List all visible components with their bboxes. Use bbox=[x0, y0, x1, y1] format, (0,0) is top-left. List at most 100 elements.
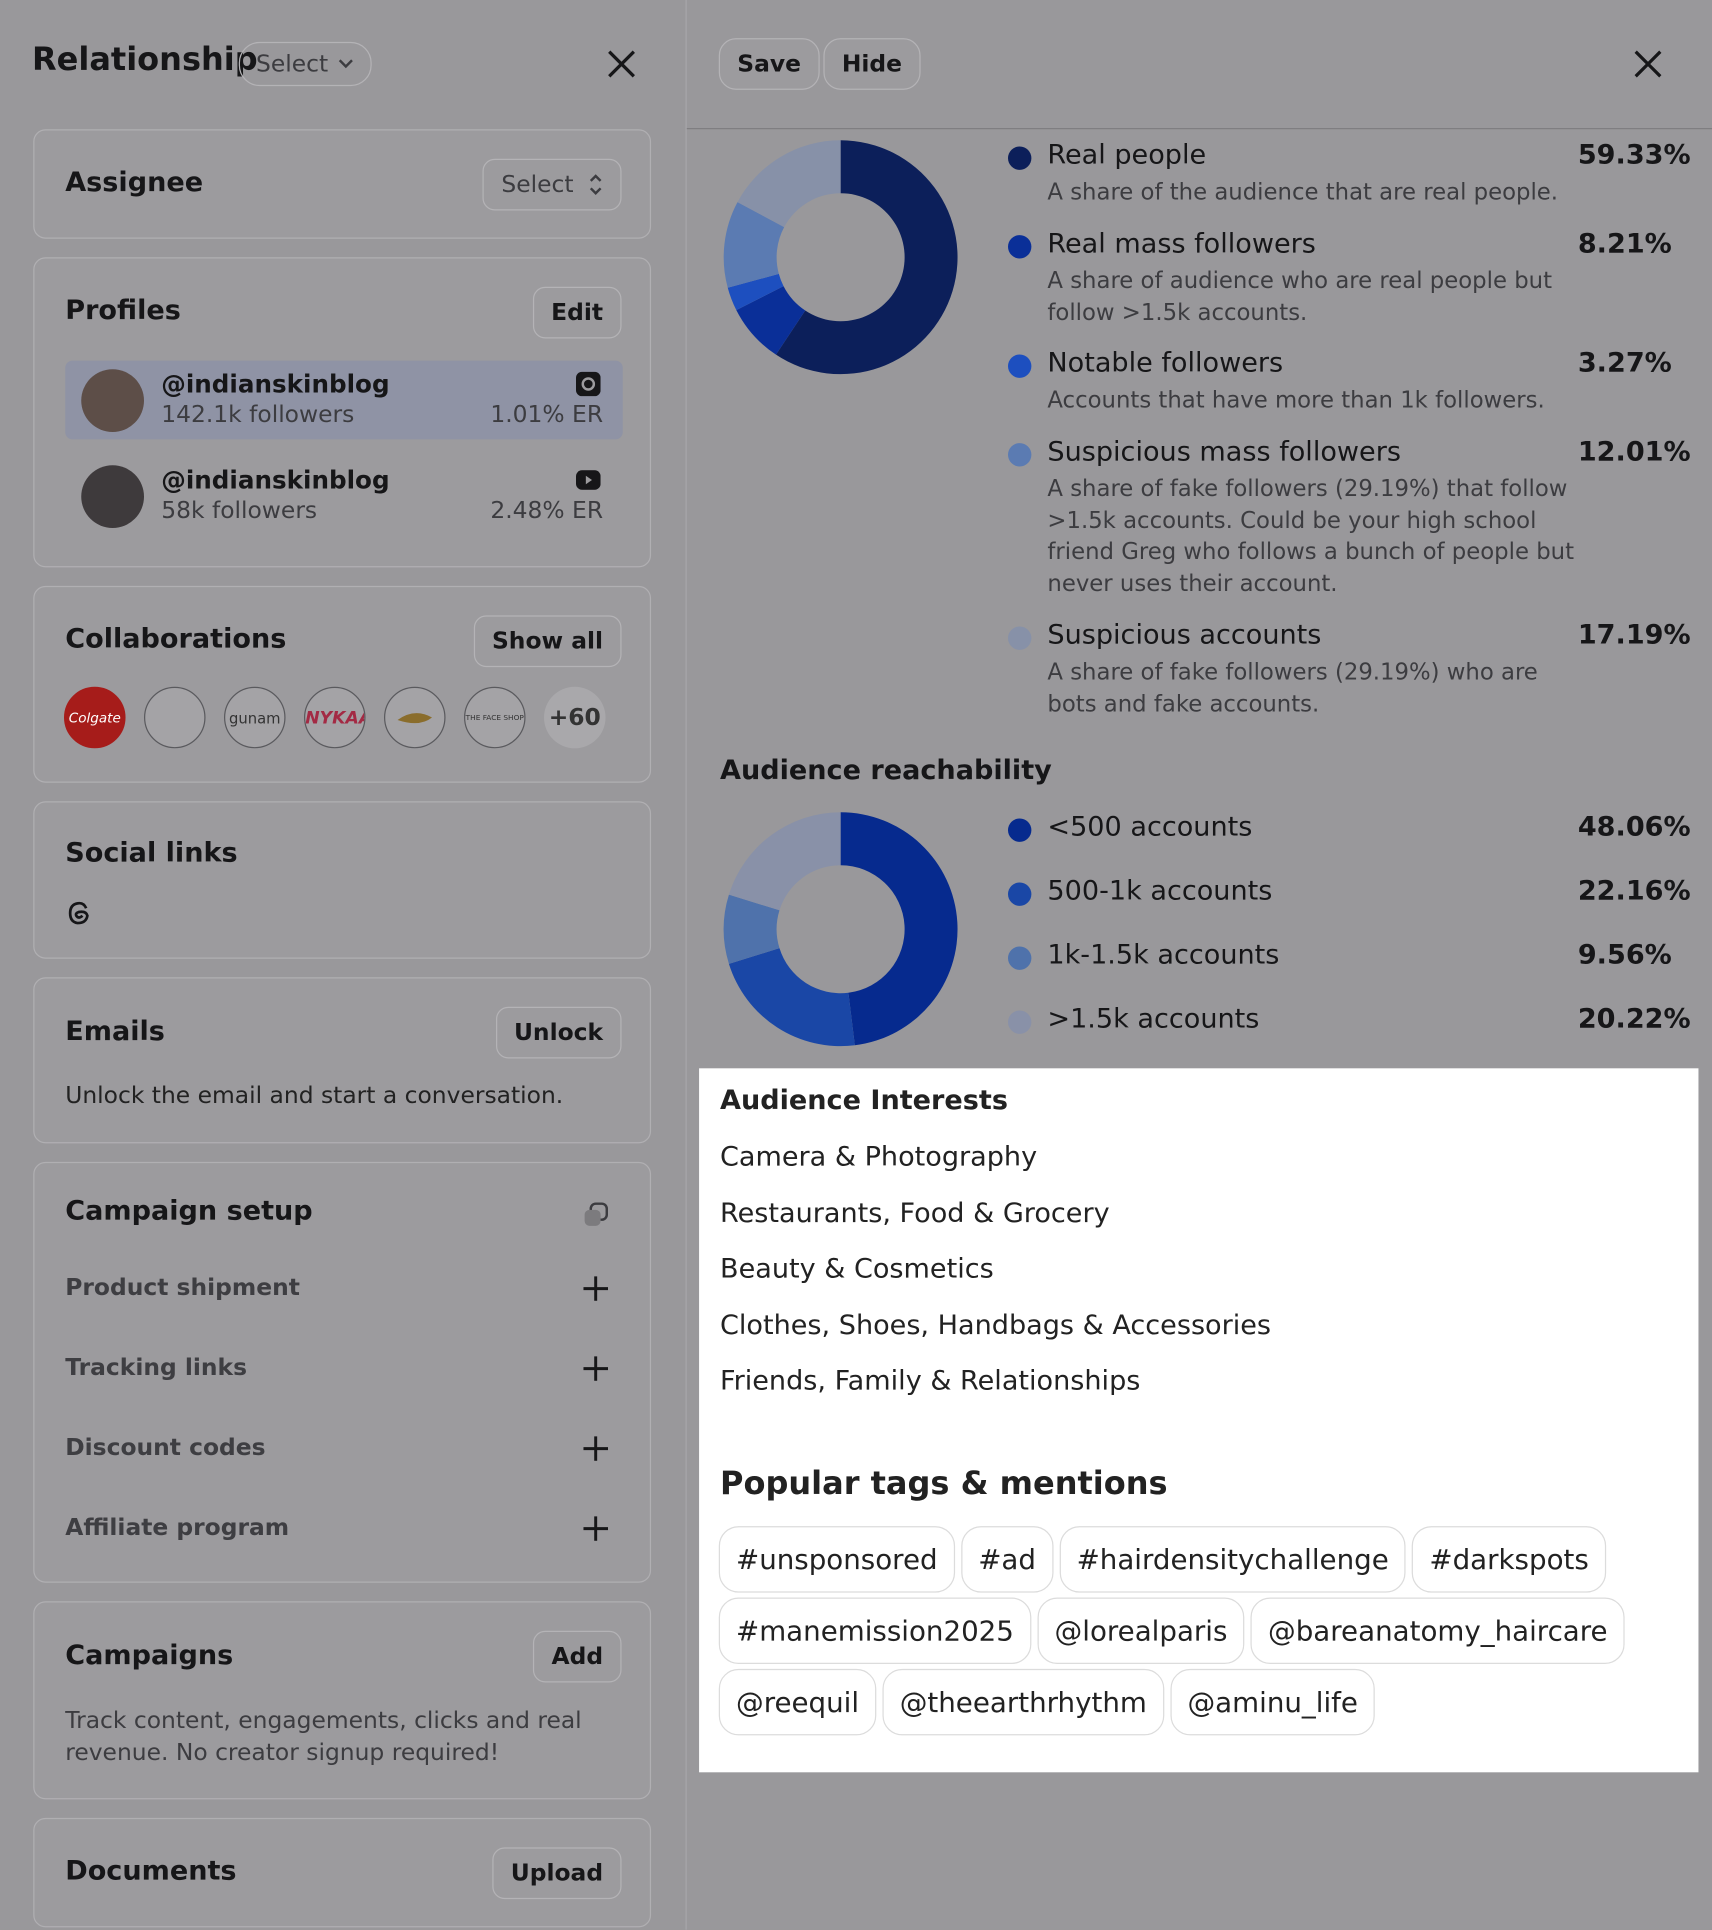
legend-description: Accounts that have more than 1k follower… bbox=[1047, 387, 1545, 414]
card-title: Assignee bbox=[65, 167, 204, 199]
setup-item[interactable]: Affiliate program bbox=[65, 1513, 290, 1541]
legend-value: 3.27% bbox=[1577, 348, 1672, 380]
updown bbox=[589, 174, 602, 195]
hide-button[interactable]: Hide bbox=[823, 38, 921, 90]
show-all-button[interactable]: Show all bbox=[473, 615, 622, 668]
setup-item[interactable]: Product shipment bbox=[65, 1273, 300, 1301]
section-title: Audience Interests bbox=[720, 1085, 1008, 1117]
er: 1.01% ER bbox=[490, 401, 604, 429]
brand-logo[interactable] bbox=[144, 686, 206, 749]
profile-row-selected[interactable] bbox=[65, 360, 623, 440]
assignee-select[interactable]: Select bbox=[482, 158, 622, 211]
donut-segment bbox=[728, 948, 855, 1047]
legend-dot bbox=[1008, 882, 1032, 906]
bird-logo bbox=[397, 713, 433, 724]
campaigns-card: Campaigns Add Track content, engagements… bbox=[33, 1601, 652, 1800]
chevron bbox=[338, 59, 353, 69]
profiles-card: Profiles Edit @indianskinblog 142.1k fol… bbox=[33, 257, 652, 568]
legend-value: 59.33% bbox=[1577, 140, 1691, 172]
tag[interactable]: #unsponsored bbox=[718, 1526, 955, 1593]
section-title: Popular tags & mentions bbox=[720, 1465, 1168, 1503]
divider bbox=[686, 128, 1712, 130]
donut-segment bbox=[775, 140, 958, 375]
brand-logo[interactable] bbox=[384, 686, 446, 749]
setup-item[interactable]: Discount codes bbox=[65, 1433, 266, 1461]
plus-icon[interactable] bbox=[583, 1516, 609, 1541]
tag[interactable]: #hairdensitychallenge bbox=[1059, 1526, 1407, 1593]
interest: Friends, Family & Relationships bbox=[720, 1366, 1141, 1397]
close-button[interactable] bbox=[607, 49, 637, 79]
legend-dot bbox=[1008, 946, 1032, 970]
plus-icon[interactable] bbox=[583, 1356, 609, 1381]
edit-button[interactable]: Edit bbox=[532, 286, 622, 339]
tag[interactable]: #darkspots bbox=[1412, 1526, 1607, 1593]
legend-value: 12.01% bbox=[1577, 436, 1691, 468]
tag[interactable]: #manemission2025 bbox=[718, 1597, 1032, 1665]
legend-label: <500 accounts bbox=[1047, 812, 1253, 844]
plus-icon[interactable] bbox=[583, 1436, 609, 1461]
legend-value: 17.19% bbox=[1577, 620, 1691, 652]
interest: Beauty & Cosmetics bbox=[720, 1254, 994, 1285]
select[interactable]: Select bbox=[238, 41, 372, 87]
documents-card: Documents Upload bbox=[33, 1817, 652, 1928]
collaborations-card: Collaborations Show all bbox=[33, 585, 652, 783]
card-title: Social links bbox=[65, 838, 238, 869]
brand-logo[interactable]: gunam bbox=[224, 686, 286, 749]
plus-shape bbox=[583, 1516, 609, 1541]
followers: 142.1k followers bbox=[161, 401, 355, 429]
emails-card: Emails Unlock Unlock the email and start… bbox=[33, 977, 652, 1144]
er: 2.48% ER bbox=[490, 497, 604, 525]
social-links-card: Social links bbox=[33, 801, 652, 959]
tag[interactable]: #ad bbox=[960, 1526, 1054, 1593]
interests-panel: Audience Interests Camera & Photography R… bbox=[699, 1068, 1699, 1773]
donut-segment bbox=[723, 894, 780, 964]
donut-segment bbox=[737, 140, 841, 228]
brand-logo[interactable]: Colgate bbox=[64, 686, 126, 749]
campaigns-hint: Track content, engagements, clicks and r… bbox=[65, 1707, 582, 1767]
legend-value: 9.56% bbox=[1577, 940, 1672, 972]
plus-icon[interactable] bbox=[583, 1276, 609, 1301]
legend-label: Real mass followers bbox=[1047, 228, 1316, 260]
interest: Clothes, Shoes, Handbags & Accessories bbox=[720, 1310, 1272, 1341]
email-hint: Unlock the email and start a conversatio… bbox=[65, 1081, 564, 1109]
donut-segment bbox=[840, 812, 958, 1046]
add-button[interactable]: Add bbox=[533, 1630, 622, 1683]
legend-description: A share of audience who are real people … bbox=[1047, 268, 1553, 326]
threads-icon[interactable] bbox=[66, 898, 93, 928]
tag[interactable]: @lorealparis bbox=[1037, 1597, 1245, 1665]
select-label: Select bbox=[501, 171, 574, 199]
card-title: Campaigns bbox=[65, 1640, 234, 1672]
legend-dot bbox=[1008, 443, 1032, 467]
more-brands[interactable]: +60 bbox=[544, 686, 606, 749]
instagram-icon bbox=[576, 371, 601, 397]
legend-dot bbox=[1008, 626, 1032, 650]
unlock-button[interactable]: Unlock bbox=[495, 1006, 622, 1059]
setup-item[interactable]: Tracking links bbox=[65, 1353, 248, 1381]
card-title: Collaborations bbox=[65, 624, 287, 655]
save-button[interactable]: Save bbox=[718, 38, 820, 90]
legend-dot bbox=[1008, 146, 1032, 170]
avatar bbox=[81, 369, 145, 433]
brand-logo[interactable]: THE FACE SHOP bbox=[464, 686, 526, 749]
tag[interactable]: @bareanatomy_haircare bbox=[1250, 1597, 1625, 1665]
legend-dot bbox=[1008, 818, 1032, 842]
copy-icon[interactable] bbox=[581, 1200, 611, 1230]
donut-segment bbox=[727, 273, 784, 311]
tag[interactable]: @theearthrhythm bbox=[882, 1668, 1165, 1736]
legend-label: >1.5k accounts bbox=[1047, 1004, 1260, 1036]
legend-label: 500-1k accounts bbox=[1047, 876, 1273, 908]
brand-logo[interactable]: NYKAA bbox=[304, 686, 366, 749]
donut-segment bbox=[728, 812, 841, 911]
legend-description: A share of fake followers (29.19%) that … bbox=[1047, 476, 1575, 597]
chart-title: Audience reachability bbox=[720, 755, 1052, 787]
tag[interactable]: @aminu_life bbox=[1170, 1668, 1376, 1736]
close-button[interactable] bbox=[1633, 49, 1663, 79]
relationship-panel: Relationship Select Assignee Select Prof… bbox=[0, 0, 687, 1930]
campaign-setup-card: Campaign setup Product shipment Tracking … bbox=[33, 1161, 652, 1583]
upload-button[interactable]: Upload bbox=[492, 1847, 622, 1900]
handle: @indianskinblog bbox=[161, 465, 390, 495]
tag[interactable]: @reequil bbox=[718, 1668, 877, 1736]
plus-shape bbox=[583, 1276, 609, 1301]
